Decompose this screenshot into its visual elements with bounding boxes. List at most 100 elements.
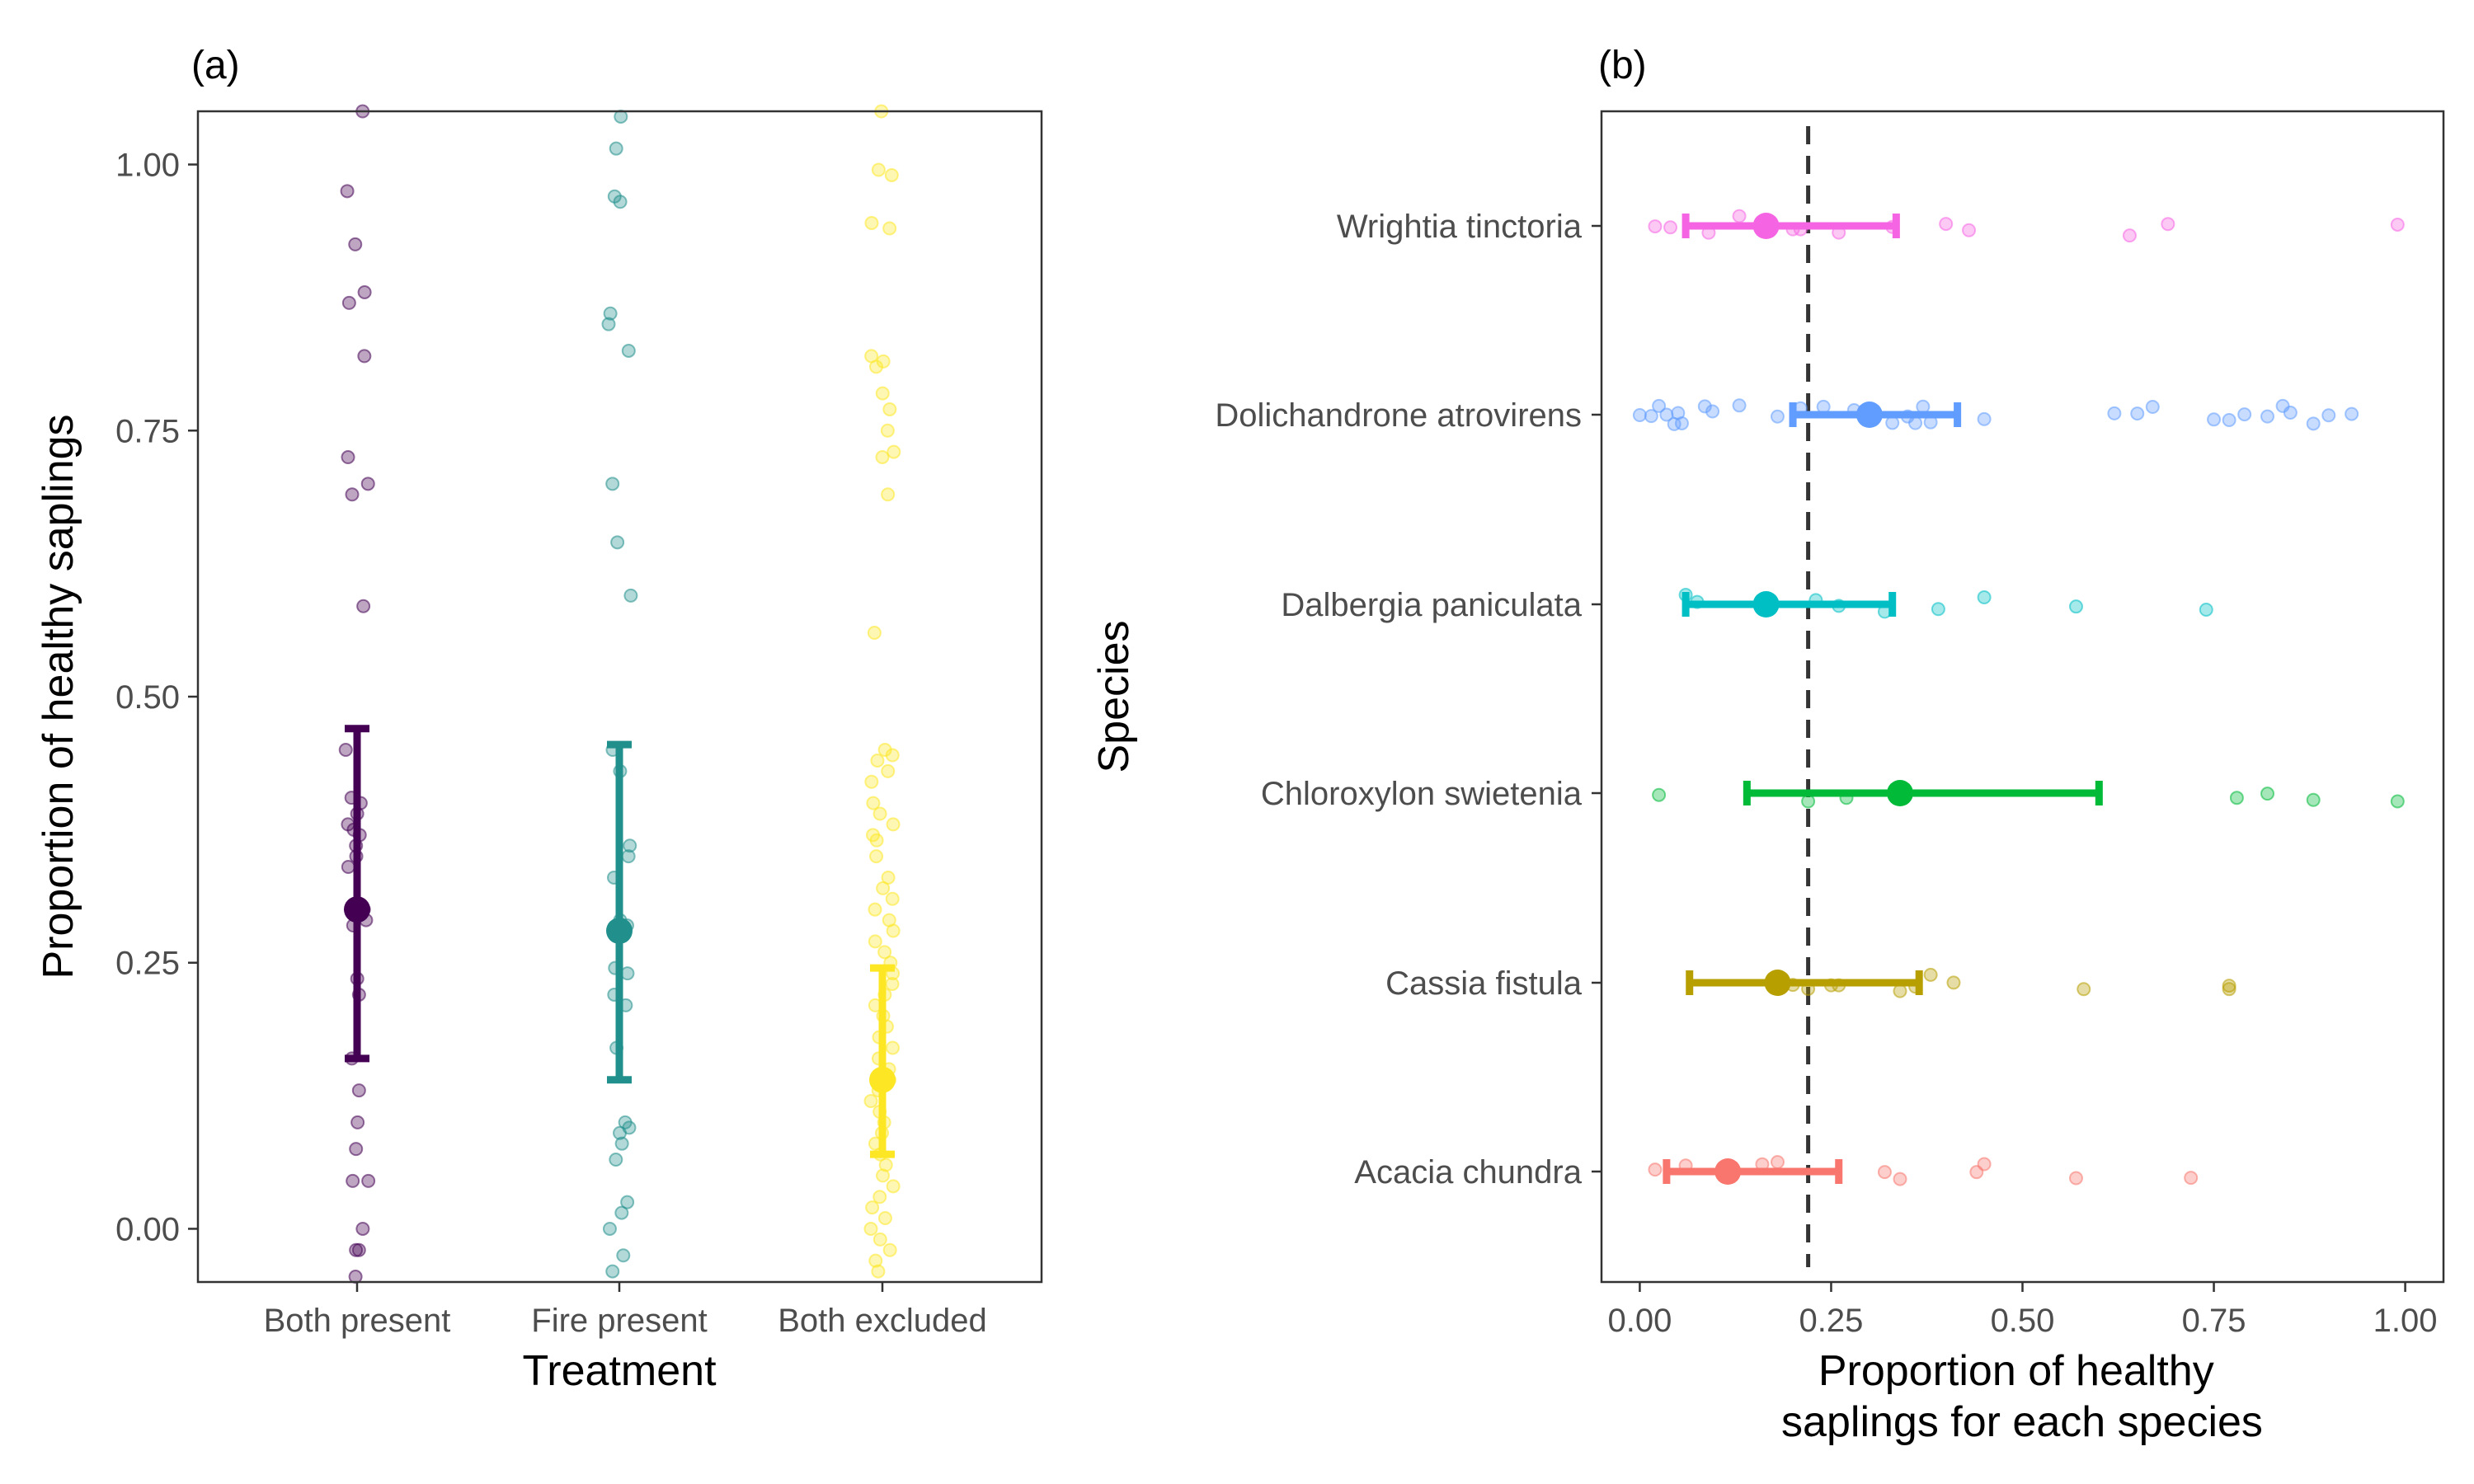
panel-b-summary bbox=[1663, 213, 2103, 1185]
data-point bbox=[1648, 1162, 1663, 1177]
data-point bbox=[340, 184, 355, 199]
y-tick-label: 0.00 bbox=[115, 1211, 180, 1247]
data-point bbox=[881, 487, 896, 502]
data-point bbox=[1885, 416, 1900, 430]
panel-a-x-title: Treatment bbox=[522, 1347, 717, 1395]
panel-b-x-title-line-2: saplings for each species bbox=[1781, 1398, 2263, 1446]
x-tick-label: 1.00 bbox=[2373, 1303, 2438, 1339]
data-point bbox=[1893, 1172, 1907, 1186]
data-point bbox=[1877, 1165, 1892, 1180]
data-point bbox=[872, 1232, 887, 1247]
data-point bbox=[1801, 794, 1816, 809]
data-point bbox=[1977, 1157, 1992, 1172]
panel-b-tag: (b) bbox=[1598, 44, 1647, 87]
mean-point bbox=[344, 896, 370, 923]
panel-b: (b) Wrightia tinctoria Dolichandrone atro… bbox=[1090, 44, 2445, 1446]
data-point bbox=[620, 1195, 635, 1209]
data-point bbox=[868, 902, 882, 917]
data-point bbox=[864, 216, 879, 231]
data-point bbox=[2145, 399, 2160, 414]
data-point bbox=[1908, 416, 1923, 430]
data-point bbox=[2222, 982, 2236, 997]
data-point bbox=[620, 966, 635, 981]
data-point bbox=[357, 349, 372, 364]
data-point bbox=[1962, 223, 1977, 237]
panel-b-y-title: Species bbox=[1090, 621, 1138, 773]
data-point bbox=[2229, 791, 2244, 805]
species-label: Dalbergia paniculata bbox=[1281, 587, 1582, 623]
mean-point bbox=[606, 918, 633, 944]
panel-a-summary bbox=[344, 725, 896, 1158]
panel-a-x-ticks: Both present Fire present Both excluded bbox=[264, 1282, 987, 1339]
panel-b-points bbox=[1632, 209, 2405, 1186]
panel-a-plot-border bbox=[196, 110, 1043, 1284]
data-point bbox=[605, 1264, 620, 1279]
data-point bbox=[621, 343, 636, 358]
data-point bbox=[1977, 411, 1992, 426]
species-label: Acacia chundra bbox=[1354, 1154, 1582, 1190]
data-point bbox=[623, 838, 637, 853]
data-point bbox=[357, 284, 372, 299]
data-point bbox=[866, 796, 881, 810]
data-point bbox=[2390, 217, 2405, 232]
mean-point bbox=[1764, 970, 1791, 996]
data-point bbox=[886, 817, 901, 832]
data-point bbox=[2222, 413, 2236, 428]
data-point bbox=[2260, 787, 2275, 801]
data-point bbox=[868, 934, 882, 949]
data-point bbox=[2283, 406, 2298, 420]
panel-b-x-title-line-1: Proportion of healthy bbox=[1818, 1347, 2214, 1395]
data-point bbox=[1674, 416, 1689, 430]
data-point bbox=[1705, 404, 1720, 419]
data-point bbox=[613, 1125, 628, 1140]
data-point bbox=[1916, 399, 1931, 414]
data-point bbox=[346, 1173, 360, 1188]
data-point bbox=[351, 1083, 366, 1098]
data-point bbox=[871, 162, 886, 177]
data-point bbox=[2077, 982, 2091, 997]
data-point bbox=[871, 1264, 886, 1279]
mean-point bbox=[869, 1066, 896, 1093]
data-point bbox=[1732, 209, 1747, 223]
data-point bbox=[1931, 602, 1945, 617]
x-tick-label: Fire present bbox=[531, 1303, 707, 1339]
panel-b-plot-border bbox=[1600, 110, 2445, 1284]
panel-a-points bbox=[338, 104, 901, 1284]
data-point bbox=[886, 1179, 901, 1194]
data-point bbox=[609, 141, 623, 156]
species-label: Cassia fistula bbox=[1385, 965, 1583, 1002]
data-point bbox=[603, 306, 618, 321]
data-point bbox=[865, 1200, 880, 1215]
data-point bbox=[1663, 220, 1678, 235]
data-point bbox=[1893, 984, 1907, 998]
data-point bbox=[882, 402, 897, 416]
panel-a: (a) 0.00 0.25 0.50 0.75 1.00 Both present Fir… bbox=[35, 44, 1043, 1395]
species-label: Chloroxylon swietenia bbox=[1261, 776, 1583, 812]
data-point bbox=[349, 1242, 364, 1257]
data-point bbox=[613, 195, 628, 209]
data-point bbox=[2237, 407, 2252, 422]
data-point bbox=[1652, 787, 1667, 802]
data-point bbox=[864, 774, 879, 789]
data-point bbox=[2345, 406, 2359, 421]
data-point bbox=[1939, 217, 1954, 232]
data-point bbox=[877, 945, 892, 960]
data-point bbox=[872, 1190, 887, 1205]
data-point bbox=[605, 477, 620, 491]
data-point bbox=[869, 359, 884, 374]
x-tick-label: 0.25 bbox=[1799, 1303, 1864, 1339]
x-tick-label: Both present bbox=[264, 1303, 451, 1339]
data-point bbox=[601, 317, 616, 331]
data-point bbox=[348, 237, 363, 251]
data-point bbox=[361, 1173, 376, 1188]
data-point bbox=[341, 860, 355, 875]
data-point bbox=[345, 487, 360, 502]
data-point bbox=[875, 386, 890, 401]
data-point bbox=[863, 1094, 878, 1109]
data-point bbox=[1648, 219, 1663, 234]
data-point bbox=[1770, 1154, 1785, 1169]
x-tick-label: 0.50 bbox=[1991, 1303, 2055, 1339]
panel-b-x-title: Proportion of healthy saplings for each … bbox=[1781, 1347, 2263, 1446]
data-point bbox=[350, 1115, 365, 1129]
